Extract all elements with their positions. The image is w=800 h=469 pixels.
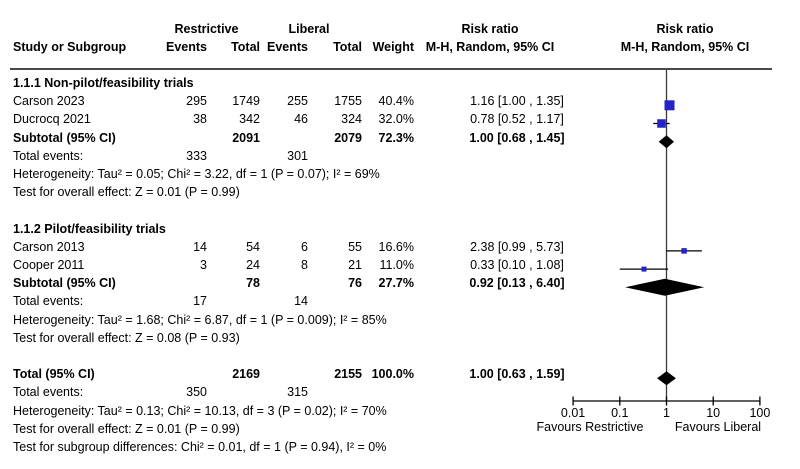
cell-weight: 16.6% <box>378 239 414 254</box>
cell-label: Heterogeneity: Tau² = 1.68; Chi² = 6.87,… <box>13 312 387 327</box>
cell-label: Heterogeneity: Tau² = 0.05; Chi² = 3.22,… <box>13 167 380 181</box>
cell-t1: 2091 <box>232 130 260 145</box>
table-row-section: 1.1.2 Pilot/feasibility trials <box>0 220 800 238</box>
cell-e2: 315 <box>287 385 308 400</box>
cell-t2: 324 <box>341 112 362 127</box>
table-row-blank <box>0 347 800 365</box>
cell-label: Test for overall effect: Z = 0.08 (P = 0… <box>13 330 240 345</box>
cell-t2: 55 <box>348 239 362 254</box>
table-row-subtotal: Total (95% CI) 2169 2155 100.0% 1.00 [0.63 ,… <box>0 365 800 383</box>
cell-e1: 295 <box>186 94 207 109</box>
risk-ratio-text-column-title: Risk ratio <box>461 22 519 36</box>
column-header-weight: Weight <box>372 40 414 54</box>
table-row-events: Total events: 17 14 <box>0 292 800 310</box>
cell-t2: 76 <box>348 276 362 291</box>
cell-e2: 301 <box>287 148 308 163</box>
cell-e2: 6 <box>301 239 308 254</box>
cell-t2: 2155 <box>334 367 362 382</box>
cell-ci: 1.00 [0.68 , 1.45] <box>469 130 565 145</box>
cell-t1: 54 <box>246 239 260 254</box>
cell-t1: 24 <box>246 258 260 272</box>
cell-e1: 38 <box>193 112 207 127</box>
cell-label: Test for subgroup differences: Chi² = 0.… <box>13 440 387 454</box>
column-header-events-liberal: Events <box>267 40 308 54</box>
table-row-note: Heterogeneity: Tau² = 0.13; Chi² = 10.13… <box>0 402 800 420</box>
cell-label: Ducrocq 2021 <box>13 112 91 127</box>
cell-t2: 2079 <box>334 130 362 145</box>
table-row-note: Heterogeneity: Tau² = 1.68; Chi² = 6.87,… <box>0 311 800 329</box>
cell-ci: 0.78 [0.52 , 1.17] <box>470 112 564 127</box>
column-header-study: Study or Subgroup <box>13 40 127 54</box>
cell-weight: 100.0% <box>371 367 414 382</box>
table-row-blank <box>0 201 800 219</box>
cell-label: Total events: <box>13 148 84 163</box>
cell-ci: 1.00 [0.63 , 1.59] <box>469 367 565 382</box>
column-header-method-text: M-H, Random, 95% CI <box>425 40 555 54</box>
cell-ci: 2.38 [0.99 , 5.73] <box>470 239 564 254</box>
cell-label: Carson 2013 <box>13 239 85 254</box>
cell-t1: 2169 <box>232 367 260 382</box>
table-row-note: Heterogeneity: Tau² = 0.05; Chi² = 3.22,… <box>0 165 800 183</box>
cell-label: Carson 2023 <box>13 94 85 109</box>
cell-t1: 1749 <box>232 94 260 109</box>
table-row-note: Test for overall effect: Z = 0.01 (P = 0… <box>0 183 800 201</box>
cell-weight: 72.3% <box>378 130 414 145</box>
cell-e2: 8 <box>301 258 308 272</box>
cell-label: Total (95% CI) <box>13 367 95 382</box>
table-row-note: Test for overall effect: Z = 0.08 (P = 0… <box>0 329 800 347</box>
cell-label: Cooper 2011 <box>13 258 85 272</box>
cell-e1: 14 <box>193 239 207 254</box>
cell-label: Total events: <box>13 294 84 309</box>
group-header-restrictive: Restrictive <box>174 22 239 36</box>
cell-e1: 350 <box>186 385 207 400</box>
table-row-study: Carson 2023 295 1749 255 1755 40.4% 1.16 [1.00… <box>0 92 800 110</box>
table-row-section: 1.1.1 Non-pilot/feasibility trials <box>0 74 800 92</box>
cell-label: Subtotal (95% CI) <box>13 130 116 145</box>
cell-weight: 27.7% <box>378 276 414 291</box>
table-row-study: Carson 2013 14 54 6 55 16.6% 2.38 [0.99 , 5.73… <box>0 238 800 256</box>
cell-ci: 1.16 [1.00 , 1.35] <box>470 94 564 109</box>
table-row-study: Cooper 2011 3 24 8 21 11.0% 0.33 [0.10 , 1.08] <box>0 256 800 274</box>
cell-t2: 21 <box>348 258 362 272</box>
cell-label: Subtotal (95% CI) <box>13 276 116 291</box>
column-header-total-restrictive: Total <box>231 40 260 54</box>
table-row-note: Test for subgroup differences: Chi² = 0.… <box>0 438 800 456</box>
cell-label: Total events: <box>13 385 84 400</box>
cell-e2: 46 <box>294 112 308 127</box>
cell-label: Heterogeneity: Tau² = 0.13; Chi² = 10.13… <box>13 403 387 418</box>
cell-label: Test for overall effect: Z = 0.01 (P = 0… <box>13 185 240 200</box>
column-header-events-restrictive: Events <box>166 40 207 54</box>
cell-label: 1.1.2 Pilot/feasibility trials <box>13 221 166 236</box>
cell-e1: 3 <box>200 258 207 272</box>
cell-e2: 14 <box>294 294 308 309</box>
cell-weight: 32.0% <box>378 112 414 127</box>
cell-weight: 40.4% <box>378 94 414 109</box>
group-header-liberal: Liberal <box>288 22 330 36</box>
risk-ratio-plot-column-title: Risk ratio <box>656 22 714 36</box>
cell-ci: 0.33 [0.10 , 1.08] <box>470 258 564 272</box>
column-header-total-liberal: Total <box>333 40 362 54</box>
cell-weight: 11.0% <box>379 258 414 272</box>
cell-ci: 0.92 [0.13 , 6.40] <box>469 276 565 291</box>
column-header-method-plot: M-H, Random, 95% CI <box>620 40 750 54</box>
table-row-subtotal: Subtotal (95% CI) 2091 2079 72.3% 1.00 [0.68… <box>0 129 800 147</box>
cell-t1: 78 <box>246 276 260 291</box>
cell-e2: 255 <box>287 94 308 109</box>
cell-e1: 17 <box>193 294 207 309</box>
table-row-events: Total events: 333 301 <box>0 147 800 165</box>
table-row-study: Ducrocq 2021 38 342 46 324 32.0% 0.78 [0.52 , … <box>0 110 800 128</box>
cell-t2: 1755 <box>334 94 362 109</box>
table-row-subtotal: Subtotal (95% CI) 78 76 27.7% 0.92 [0.13 , 6… <box>0 274 800 292</box>
cell-label: 1.1.1 Non-pilot/feasibility trials <box>13 76 194 90</box>
cell-label: Test for overall effect: Z = 0.01 (P = 0… <box>13 421 240 436</box>
table-row-events: Total events: 350 315 <box>0 383 800 401</box>
cell-t1: 342 <box>239 112 260 127</box>
cell-e1: 333 <box>186 148 207 163</box>
table-row-note: Test for overall effect: Z = 0.01 (P = 0… <box>0 420 800 438</box>
